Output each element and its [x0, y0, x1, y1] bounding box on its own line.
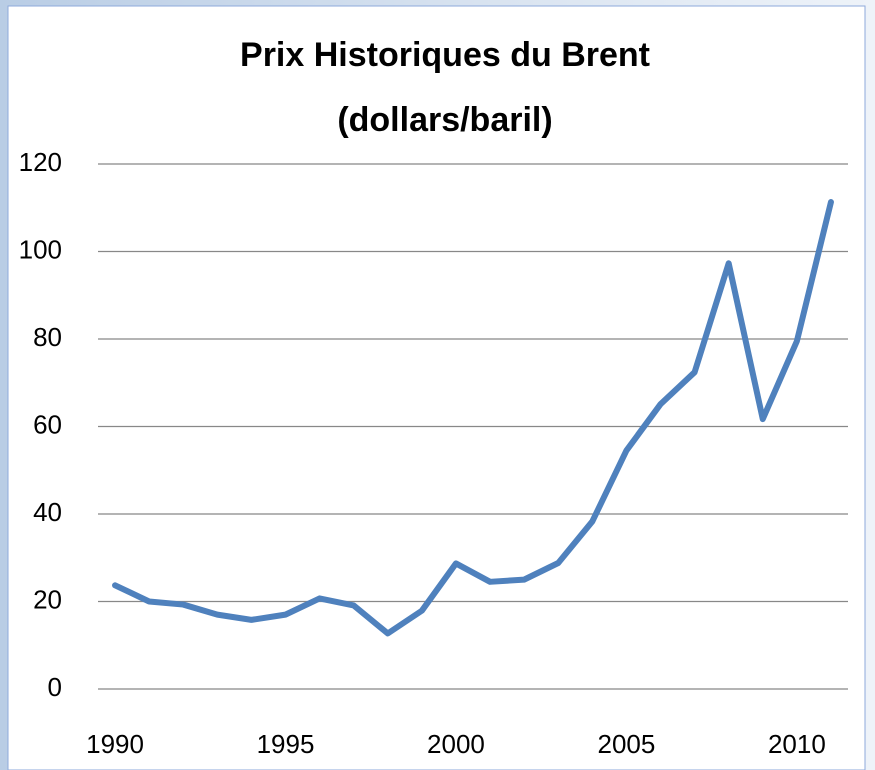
- x-tick-label: 2005: [597, 729, 655, 759]
- y-tick-label: 0: [48, 672, 62, 702]
- y-tick-label: 120: [19, 147, 62, 177]
- y-tick-label: 80: [33, 322, 62, 352]
- y-tick-label: 40: [33, 497, 62, 527]
- y-tick-label: 100: [19, 234, 62, 264]
- x-tick-label: 1995: [257, 729, 315, 759]
- x-tick-label: 1990: [86, 729, 144, 759]
- y-tick-label: 20: [33, 584, 62, 614]
- chart-subtitle: (dollars/baril): [337, 101, 552, 139]
- chart-area: [7, 5, 866, 770]
- x-tick-label: 2010: [768, 729, 826, 759]
- data-line: [112, 199, 834, 637]
- x-tick-label: 2000: [427, 729, 485, 759]
- y-tick-label: 60: [33, 409, 62, 439]
- chart-title: Prix Historiques du Brent: [240, 36, 650, 74]
